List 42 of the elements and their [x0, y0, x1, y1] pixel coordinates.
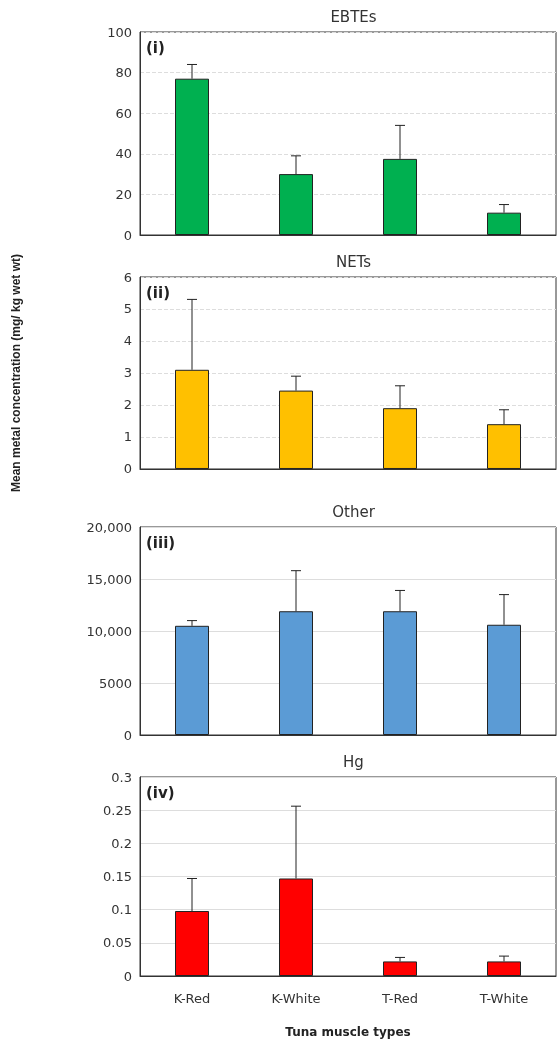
chart-title: EBTEs — [330, 7, 377, 26]
annotation: (iii) — [146, 533, 176, 552]
y-tick-label: 0 — [123, 727, 132, 743]
x-tick-label: K-Red — [173, 991, 211, 1006]
y-tick-label: 6 — [123, 269, 132, 285]
y-tick-label: 10,000 — [86, 623, 132, 639]
y-tick-label: 20 — [115, 186, 132, 202]
x-axis-title: Tuna muscle types — [285, 1025, 411, 1039]
y-tick-label: 1 — [123, 429, 132, 445]
y-tick-label: 0 — [123, 968, 132, 984]
chart-title: Hg — [343, 752, 364, 771]
y-tick-label: 0.3 — [111, 769, 132, 785]
y-tick-label: 0.15 — [103, 869, 132, 884]
y-tick-label: 0.05 — [103, 935, 132, 951]
chart-title: NETs — [335, 252, 372, 271]
annotation: (iv) — [146, 783, 175, 802]
x-tick-label: T-White — [478, 991, 529, 1006]
bar — [383, 961, 417, 976]
y-tick-label: 80 — [115, 65, 132, 81]
bar — [175, 625, 209, 735]
y-tick-label: 3 — [123, 365, 132, 381]
y-tick-label: 60 — [115, 105, 132, 121]
y-tick-label: 0 — [123, 461, 132, 477]
x-tick-label: T-Red — [380, 991, 419, 1006]
bar — [487, 961, 521, 976]
y-axis-title: Mean metal concentration (mg/ kg wet wt) — [9, 253, 23, 492]
y-tick-label: 5 — [123, 301, 132, 317]
annotation: (i) — [146, 38, 165, 57]
chart-title: Other — [332, 502, 376, 521]
y-tick-label: 15,000 — [86, 571, 132, 587]
x-tick-label: K-White — [271, 991, 321, 1006]
y-tick-label: 0.25 — [103, 802, 132, 818]
y-tick-label: 0 — [123, 227, 132, 243]
y-tick-label: 20,000 — [86, 519, 132, 535]
annotation: (ii) — [146, 283, 170, 302]
y-tick-label: 4 — [123, 333, 132, 349]
y-tick-label: 5000 — [98, 675, 132, 691]
y-tick-label: 0.2 — [111, 835, 132, 851]
y-tick-label: 40 — [115, 146, 132, 162]
y-tick-label: 100 — [107, 24, 132, 40]
y-tick-label: 2 — [123, 397, 132, 413]
y-tick-label: 0.1 — [111, 902, 132, 918]
